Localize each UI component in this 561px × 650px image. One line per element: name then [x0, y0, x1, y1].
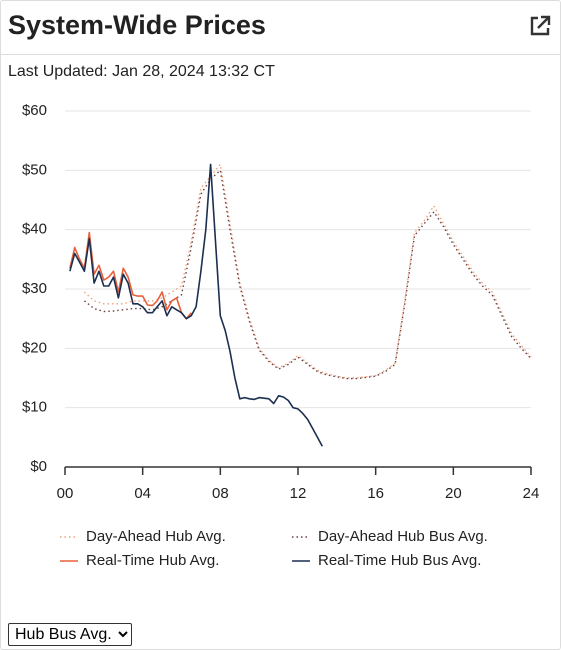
- x-tick-label: 24: [523, 485, 540, 502]
- y-tick-label: $40: [22, 221, 47, 238]
- legend-label: Real-Time Hub Avg.: [86, 552, 219, 569]
- series-line: [69, 163, 324, 447]
- chart: $0 $10 $20 $30 $40 $50 $60 00 04 08 12 16 20 24 Day-Ah…: [22, 102, 540, 569]
- series-select[interactable]: Hub Bus Avg.: [8, 623, 132, 646]
- x-tick-label: 00: [57, 485, 74, 502]
- x-tick-label: 20: [445, 485, 462, 502]
- y-tick-label: $60: [22, 102, 47, 119]
- divider: [0, 54, 561, 55]
- x-tick-label: 12: [290, 485, 307, 502]
- y-tick-label: $10: [22, 399, 47, 416]
- title: System-Wide Prices: [8, 10, 266, 40]
- y-tick-label: $0: [30, 458, 47, 475]
- legend-label: Real-Time Hub Bus Avg.: [318, 552, 481, 569]
- y-tick-label: $20: [22, 339, 47, 356]
- last-updated: Last Updated: Jan 28, 2024 13:32 CT: [8, 63, 275, 80]
- legend-label: Day-Ahead Hub Avg.: [86, 528, 226, 545]
- x-tick-label: 16: [367, 485, 384, 502]
- series-line: [83, 163, 532, 379]
- external-link-icon[interactable]: [529, 15, 551, 37]
- legend-label: Day-Ahead Hub Bus Avg.: [318, 528, 488, 545]
- y-tick-label: $30: [22, 280, 47, 297]
- series-line: [83, 169, 532, 380]
- x-tick-label: 08: [212, 485, 229, 502]
- x-tick-label: 04: [134, 485, 151, 502]
- y-tick-label: $50: [22, 161, 47, 178]
